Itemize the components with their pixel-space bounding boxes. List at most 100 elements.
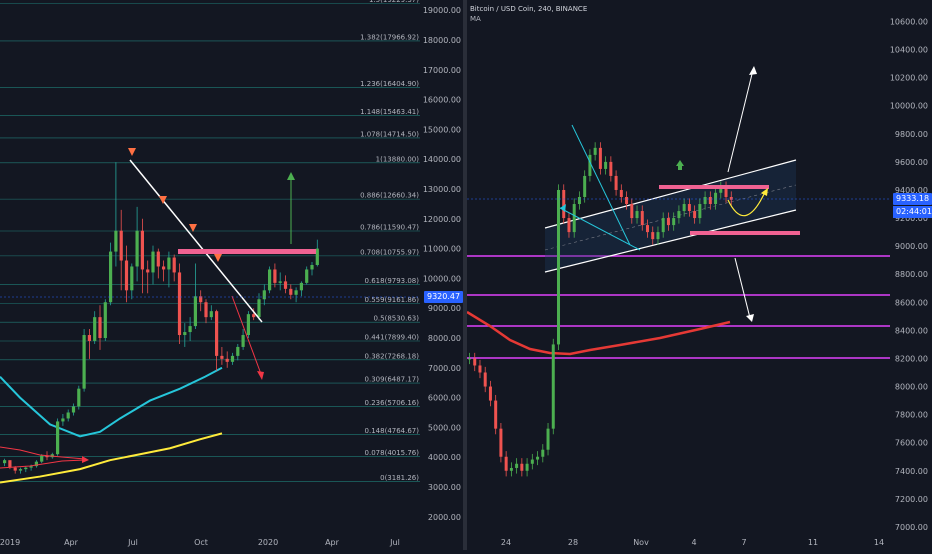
cyan-trendline-2 xyxy=(559,207,641,251)
y-tick-label: 19000.00 xyxy=(423,6,461,15)
red-projection-line xyxy=(231,295,262,375)
descending-trendline xyxy=(129,159,263,323)
y-tick-label: 9800.00 xyxy=(895,130,928,139)
candle-body xyxy=(56,421,60,455)
y-tick-label: 7800.00 xyxy=(895,411,928,420)
y-tick-label: 15000.00 xyxy=(423,125,461,134)
candle-body xyxy=(13,467,17,471)
fib-level-label: 1(13880.00) xyxy=(376,155,420,163)
y-tick-label: 18000.00 xyxy=(423,36,461,45)
candle-body xyxy=(34,461,38,467)
candle-body xyxy=(708,197,712,205)
candle-body xyxy=(551,344,555,429)
candle-body xyxy=(315,248,319,265)
yellow-curve xyxy=(727,191,766,217)
indicator-label: MA xyxy=(470,15,481,23)
y-tick-label: 10600.00 xyxy=(890,18,928,27)
ma-line-red xyxy=(466,310,731,356)
y-tick-label: 7000.00 xyxy=(428,364,461,373)
y-tick-label: 7200.00 xyxy=(895,495,928,504)
fib-level-label: 0.559(9161.86) xyxy=(365,296,420,304)
candle-body xyxy=(204,302,208,318)
symbol-title: Bitcoin / USD Coin, 240, BINANCE xyxy=(470,5,588,13)
resistance-zone xyxy=(178,249,316,254)
y-tick-label: 9000.00 xyxy=(428,304,461,313)
candle-body xyxy=(646,225,649,233)
bull-arrow-head xyxy=(749,66,757,75)
fib-level-label: 0.309(6487.17) xyxy=(365,376,420,384)
x-tick-label: 7 xyxy=(741,538,746,547)
right-current-price-tag: 9333.18 xyxy=(893,193,932,205)
y-tick-label: 2000.00 xyxy=(428,513,461,522)
candle-body xyxy=(698,204,702,219)
fib-level-label: 0.708(10755.97) xyxy=(360,248,419,256)
candle-body xyxy=(82,335,86,389)
candle-body xyxy=(593,147,597,155)
x-tick-label: Jul xyxy=(389,538,400,547)
candle-body xyxy=(494,400,498,429)
candle-body xyxy=(18,469,23,471)
candle-body xyxy=(156,251,160,267)
candle-body xyxy=(625,197,629,205)
x-tick-label: 2019 xyxy=(0,538,20,547)
pane-divider[interactable] xyxy=(463,0,467,550)
candle-body xyxy=(299,282,303,291)
left-chart-pane[interactable]: 19000.00 18000.00 17000.00 16000.00 15000.00… xyxy=(0,0,461,547)
candle-body xyxy=(66,412,70,419)
candle-body xyxy=(114,230,118,252)
candle-body xyxy=(230,355,235,362)
candle-body xyxy=(619,189,623,197)
fib-level-label: 1.148(15463.41) xyxy=(360,108,419,116)
x-tick-label: 24 xyxy=(501,538,511,547)
candle-body xyxy=(509,467,513,471)
y-tick-label: 13000.00 xyxy=(423,185,461,194)
candle-body xyxy=(677,211,681,219)
orange-down-arrow xyxy=(159,196,167,204)
x-tick-label: 4 xyxy=(691,538,696,547)
candle-body xyxy=(71,406,76,413)
candle-body xyxy=(268,269,272,291)
candle-body xyxy=(283,281,288,289)
y-tick-label: 9600.00 xyxy=(895,158,928,167)
candle-body xyxy=(488,386,492,401)
candle-body xyxy=(525,463,529,471)
candle-body xyxy=(61,418,65,422)
candle-body xyxy=(262,290,266,300)
red-channel-lower xyxy=(0,459,86,469)
fib-level-label: 0.786(11590.47) xyxy=(360,224,419,232)
candle-body xyxy=(40,455,44,462)
candle-body xyxy=(246,314,250,336)
orange-down-arrow xyxy=(214,254,222,262)
green-up-arrow-stem xyxy=(678,166,682,170)
candle-body xyxy=(541,449,545,457)
candle-body xyxy=(530,459,534,464)
red-arrow-head xyxy=(257,371,264,380)
candle-body xyxy=(241,335,245,347)
candle-body xyxy=(215,311,219,356)
channel-lower-line xyxy=(544,209,797,273)
candle-body xyxy=(273,269,277,283)
bar-countdown-tag: 02:44:01 xyxy=(893,206,932,218)
y-tick-label: 9200.00 xyxy=(895,214,928,223)
candle-body xyxy=(651,232,655,240)
y-tick-label: 8000.00 xyxy=(428,334,461,343)
fib-level-label: 1.5(19229.37) xyxy=(369,0,419,4)
y-tick-label: 6000.00 xyxy=(428,394,461,403)
y-tick-label: 9000.00 xyxy=(895,242,928,251)
candle-body xyxy=(135,230,139,267)
candle-body xyxy=(124,260,129,291)
candle-body xyxy=(220,355,224,359)
candle-body xyxy=(3,460,7,464)
fib-level-label: 1.078(14714.50) xyxy=(360,130,419,138)
candle-body xyxy=(567,218,571,233)
candle-body xyxy=(478,365,482,373)
candle-body xyxy=(562,189,566,219)
candle-body xyxy=(252,314,256,318)
right-chart-pane[interactable]: 10600.00 10400.00 10200.00 10000.00 9800.00 9… xyxy=(466,18,928,548)
fib-level-label: 0.5(8530.63) xyxy=(373,315,419,323)
y-tick-label: 10000.00 xyxy=(423,274,461,283)
candle-body xyxy=(140,230,144,270)
candle-body xyxy=(729,197,733,200)
